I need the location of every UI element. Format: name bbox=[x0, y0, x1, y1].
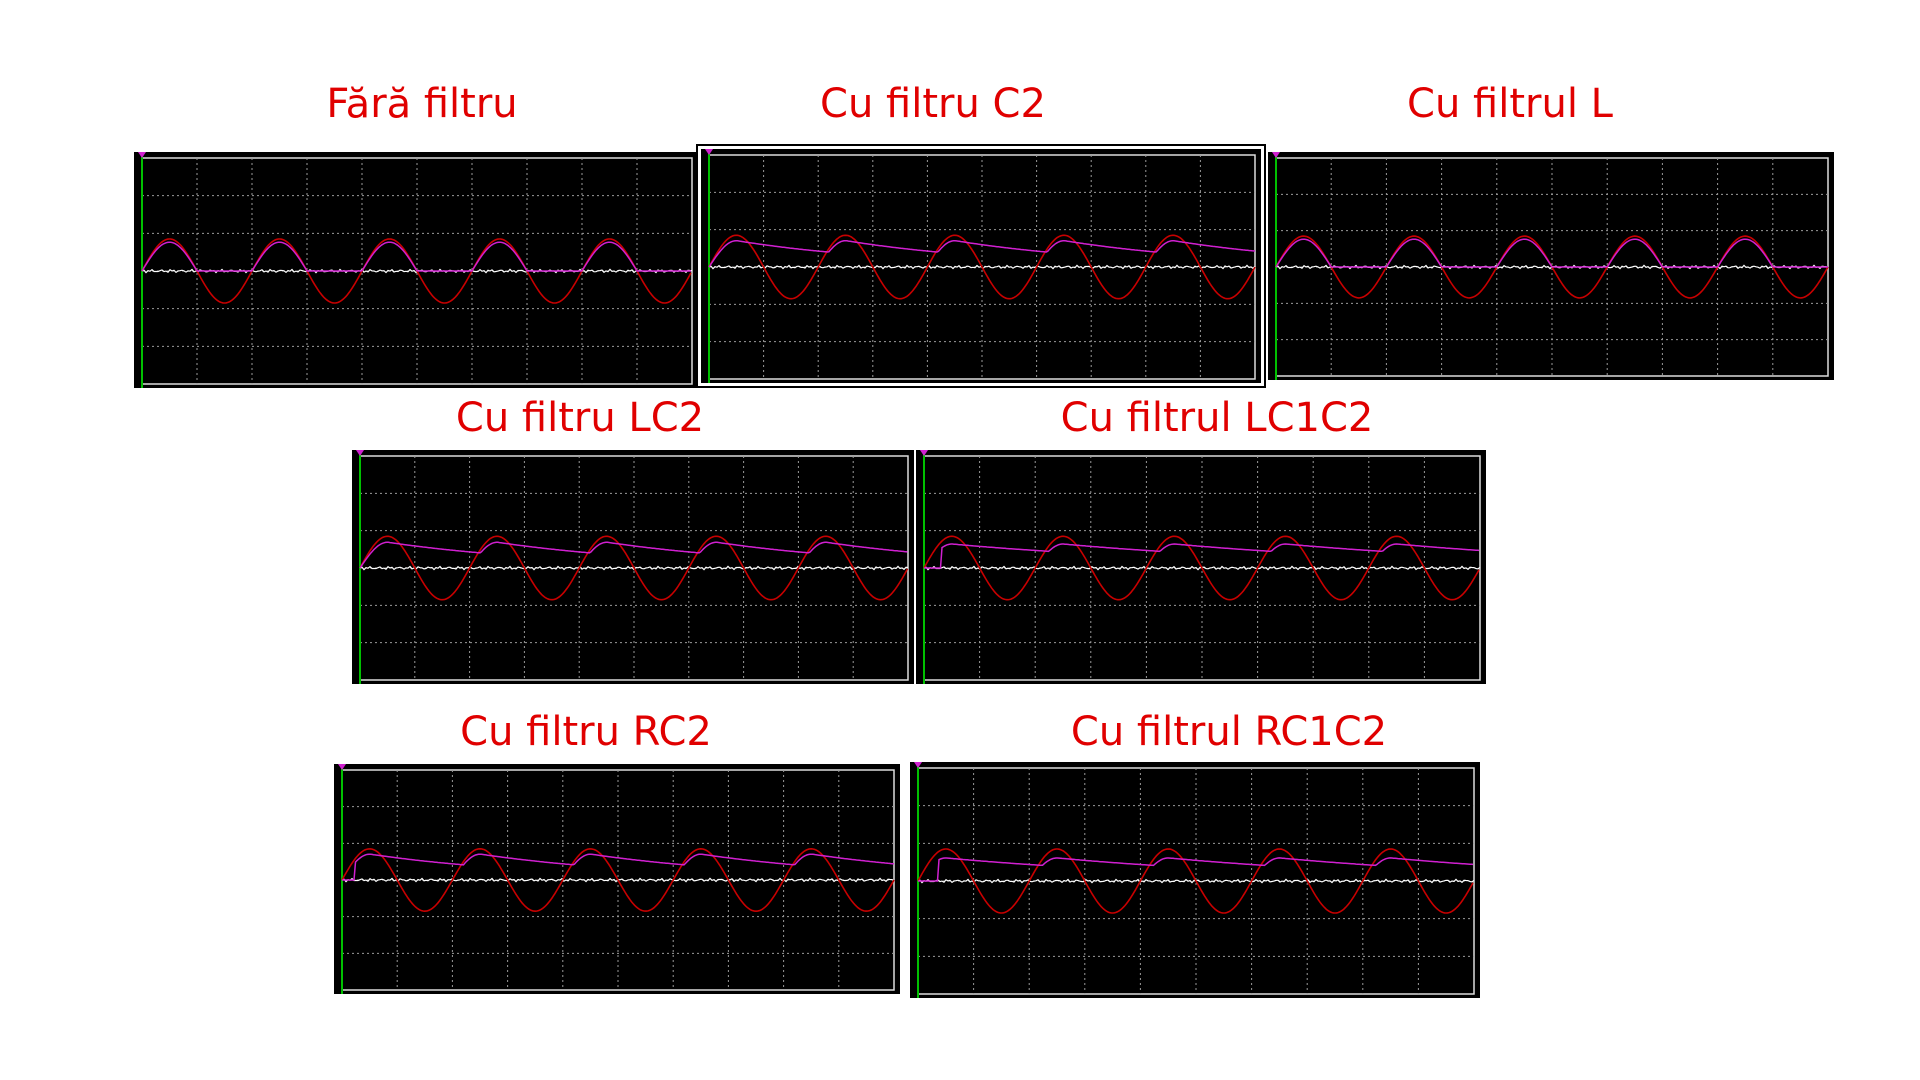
input-waveform bbox=[923, 535, 1480, 601]
waveform-plot bbox=[920, 450, 1481, 684]
input-waveform bbox=[708, 234, 1256, 300]
output-waveform bbox=[359, 541, 908, 569]
output-waveform bbox=[1275, 238, 1828, 268]
panel-title-filtru-c2: Cu filtru C2 bbox=[820, 81, 1046, 127]
trigger-marker bbox=[920, 450, 928, 456]
oscilloscope-screen-filtrul-rc1c2 bbox=[910, 762, 1480, 998]
trigger-marker bbox=[914, 762, 922, 768]
oscilloscope-screen-filtrul-lc1c2 bbox=[916, 450, 1486, 684]
panel-title-filtrul-l: Cu filtrul L bbox=[1407, 81, 1613, 127]
waveform-plot bbox=[1272, 152, 1829, 380]
waveform-plot bbox=[705, 149, 1256, 383]
input-waveform bbox=[917, 848, 1474, 914]
output-waveform bbox=[141, 241, 691, 272]
output-waveform bbox=[342, 853, 895, 881]
waveform-plot bbox=[138, 152, 693, 388]
trigger-marker bbox=[138, 152, 146, 158]
oscilloscope-screen-filtru-lc2 bbox=[352, 450, 914, 684]
waveform-plot bbox=[356, 450, 909, 684]
output-waveform bbox=[918, 857, 1474, 882]
output-waveform bbox=[708, 239, 1256, 268]
trigger-marker bbox=[338, 764, 346, 770]
panel-title-filtru-rc2: Cu filtru RC2 bbox=[460, 709, 712, 755]
panel-title-filtru-lc2: Cu filtru LC2 bbox=[455, 395, 705, 441]
input-waveform bbox=[359, 535, 909, 601]
trigger-marker bbox=[1272, 152, 1280, 158]
oscilloscope-screen-filtru-c2 bbox=[696, 144, 1266, 388]
trigger-marker bbox=[705, 149, 713, 155]
panel-title-filtrul-lc1c2: Cu filtrul LC1C2 bbox=[1060, 395, 1374, 441]
panel-title-filtrul-rc1c2: Cu filtrul RC1C2 bbox=[1070, 709, 1388, 755]
waveform-plot bbox=[338, 764, 895, 994]
oscilloscope-screen-fara-filtru bbox=[134, 152, 698, 388]
oscilloscope-screen-filtru-rc2 bbox=[334, 764, 900, 994]
output-waveform bbox=[924, 543, 1480, 569]
panel-title-fara-filtru: Fără filtru bbox=[326, 81, 518, 127]
waveform-plot bbox=[914, 762, 1475, 998]
trigger-marker bbox=[356, 450, 364, 456]
oscilloscope-screen-filtrul-l bbox=[1268, 152, 1834, 380]
input-waveform bbox=[341, 847, 895, 913]
